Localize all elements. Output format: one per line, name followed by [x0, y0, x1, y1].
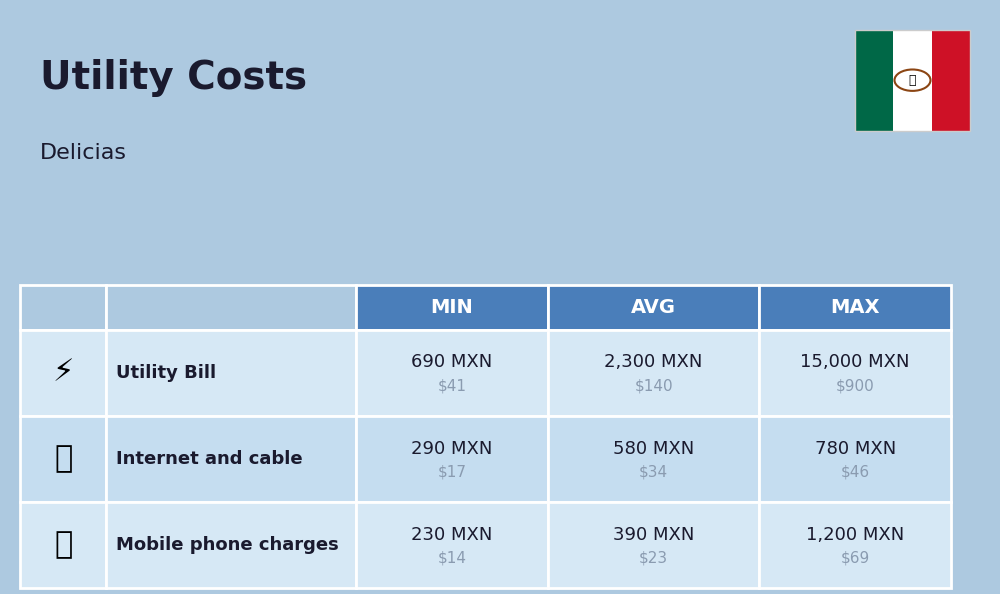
Text: 230 MXN: 230 MXN: [411, 526, 493, 544]
FancyBboxPatch shape: [356, 416, 548, 502]
Text: 15,000 MXN: 15,000 MXN: [800, 353, 910, 371]
Text: $23: $23: [639, 551, 668, 565]
FancyBboxPatch shape: [106, 330, 356, 416]
Text: $17: $17: [437, 465, 466, 479]
Text: 780 MXN: 780 MXN: [815, 440, 896, 457]
FancyBboxPatch shape: [548, 285, 759, 330]
Text: 🦅: 🦅: [909, 74, 916, 87]
FancyBboxPatch shape: [893, 30, 932, 131]
FancyBboxPatch shape: [759, 416, 951, 502]
Text: $34: $34: [639, 465, 668, 479]
Text: 690 MXN: 690 MXN: [411, 353, 493, 371]
Text: MIN: MIN: [431, 298, 473, 317]
Text: $46: $46: [841, 465, 870, 479]
Text: 290 MXN: 290 MXN: [411, 440, 493, 457]
FancyBboxPatch shape: [759, 330, 951, 416]
FancyBboxPatch shape: [356, 502, 548, 588]
FancyBboxPatch shape: [20, 416, 106, 502]
Text: Utility Costs: Utility Costs: [40, 59, 307, 97]
Text: AVG: AVG: [631, 298, 676, 317]
FancyBboxPatch shape: [855, 30, 893, 131]
Text: 1,200 MXN: 1,200 MXN: [806, 526, 904, 544]
Text: $69: $69: [841, 551, 870, 565]
Text: $41: $41: [437, 378, 466, 393]
FancyBboxPatch shape: [356, 330, 548, 416]
Text: $140: $140: [634, 378, 673, 393]
FancyBboxPatch shape: [932, 30, 970, 131]
FancyBboxPatch shape: [106, 416, 356, 502]
Text: $900: $900: [836, 378, 875, 393]
Text: Mobile phone charges: Mobile phone charges: [116, 536, 339, 554]
Text: 390 MXN: 390 MXN: [613, 526, 694, 544]
Text: 580 MXN: 580 MXN: [613, 440, 694, 457]
Text: $14: $14: [437, 551, 466, 565]
FancyBboxPatch shape: [20, 502, 106, 588]
Text: Utility Bill: Utility Bill: [116, 364, 216, 382]
Text: Delicias: Delicias: [40, 143, 127, 163]
FancyBboxPatch shape: [759, 502, 951, 588]
FancyBboxPatch shape: [20, 330, 106, 416]
Text: MAX: MAX: [830, 298, 880, 317]
FancyBboxPatch shape: [106, 502, 356, 588]
FancyBboxPatch shape: [356, 285, 548, 330]
Text: Internet and cable: Internet and cable: [116, 450, 303, 468]
FancyBboxPatch shape: [548, 416, 759, 502]
Text: ⚡: ⚡: [53, 358, 74, 387]
FancyBboxPatch shape: [548, 502, 759, 588]
Text: 2,300 MXN: 2,300 MXN: [604, 353, 703, 371]
Text: 📱: 📱: [54, 530, 72, 560]
FancyBboxPatch shape: [20, 285, 106, 330]
FancyBboxPatch shape: [548, 330, 759, 416]
FancyBboxPatch shape: [759, 285, 951, 330]
FancyBboxPatch shape: [106, 285, 356, 330]
Text: 📶: 📶: [54, 444, 72, 473]
